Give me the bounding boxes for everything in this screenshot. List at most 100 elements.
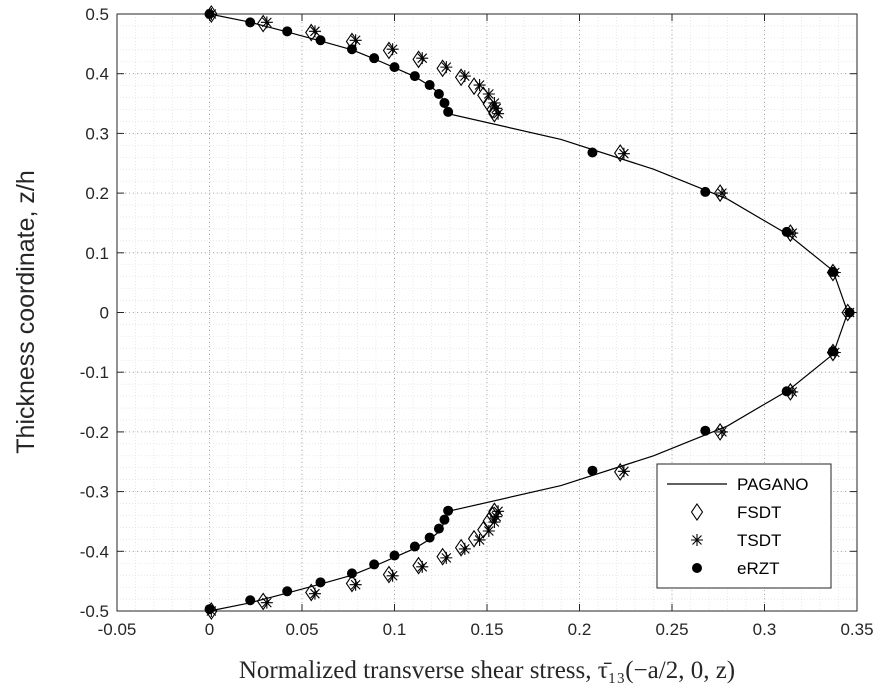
series-point-erzt <box>700 186 711 197</box>
series-point-tsdt <box>482 87 495 100</box>
series-point-tsdt <box>416 560 429 573</box>
series-point-erzt <box>315 577 326 588</box>
series-point-tsdt <box>260 596 273 609</box>
series-point-tsdt <box>473 533 486 546</box>
series-point-tsdt <box>440 551 453 564</box>
y-axis-label: Thickness coordinate, z/h <box>12 170 40 453</box>
legend-label-tsdt: TSDT <box>737 531 781 550</box>
series-point-tsdt <box>488 516 501 529</box>
x-tick-label: 0.1 <box>383 620 407 639</box>
x-tick-label: 0.25 <box>655 620 688 639</box>
y-tick-label: -0.3 <box>80 483 109 502</box>
series-point-tsdt <box>308 587 321 600</box>
series-point-tsdt <box>492 107 505 120</box>
series-point-tsdt <box>260 16 273 29</box>
series-point-tsdt <box>786 385 799 398</box>
series-point-erzt <box>587 465 598 476</box>
series-point-tsdt <box>473 79 486 92</box>
legend-label-fsdt: FSDT <box>737 503 781 522</box>
y-tick-label: -0.1 <box>80 363 109 382</box>
series-point-erzt <box>439 97 450 108</box>
series-point-erzt <box>245 595 256 606</box>
x-tick-label: -0.05 <box>98 620 137 639</box>
y-tick-label: 0.2 <box>85 184 109 203</box>
series-point-erzt <box>204 604 215 615</box>
y-tick-label: 0.4 <box>85 65 109 84</box>
y-tick-label: 0 <box>100 304 109 323</box>
series-point-tsdt <box>488 96 501 109</box>
series-point-tsdt <box>715 187 728 200</box>
series-point-erzt <box>433 523 444 534</box>
legend-label-erzt: eRZT <box>737 559 780 578</box>
y-tick-label: -0.2 <box>80 423 109 442</box>
series-point-erzt <box>424 532 435 543</box>
series-point-tsdt <box>715 425 728 438</box>
series-point-erzt <box>204 9 215 19</box>
x-tick-label: 0 <box>205 620 214 639</box>
series-point-tsdt <box>482 525 495 538</box>
legend-marker-tsdt <box>691 534 703 546</box>
x-tick-label: 0.05 <box>285 620 318 639</box>
series-point-tsdt <box>786 227 799 240</box>
series-point-erzt <box>844 307 855 318</box>
y-tick-label: -0.4 <box>80 542 109 561</box>
legend-label-pagano: PAGANO <box>737 475 808 494</box>
series-point-erzt <box>409 541 420 552</box>
series-point-erzt <box>781 386 792 397</box>
series-point-fsdt <box>713 184 727 203</box>
series-point-erzt <box>409 71 420 82</box>
series-point-fsdt <box>713 422 727 441</box>
x-tick-label: 0.2 <box>568 620 592 639</box>
series-point-erzt <box>587 147 598 158</box>
series-point-erzt <box>389 62 400 73</box>
series-point-tsdt <box>490 102 503 115</box>
axis-ticks: -0.05 0 0.05 0.1 0.15 0.2 0.25 0.3 0.35 -0.5 -0.4 -… <box>80 5 874 639</box>
x-tick-label: 0.15 <box>470 620 503 639</box>
series-point-tsdt <box>458 542 471 555</box>
series-point-erzt <box>439 514 450 525</box>
legend-box <box>656 463 832 589</box>
series-point-erzt <box>346 568 357 579</box>
series-point-tsdt <box>386 569 399 582</box>
series-point-tsdt <box>617 465 630 478</box>
legend: PAGANO FSDT TSDT eRZT <box>656 463 832 589</box>
series-point-fsdt <box>467 529 481 548</box>
legend-marker-erzt <box>692 563 702 573</box>
series-point-erzt <box>245 17 256 28</box>
legend-marker-fsdt <box>690 503 704 521</box>
series-point-tsdt <box>490 510 503 523</box>
x-axis-label: Normalized transverse shear stress, τ̄₁₃… <box>239 657 735 684</box>
y-tick-label: -0.5 <box>80 602 109 621</box>
series-point-tsdt <box>458 70 471 83</box>
series-point-tsdt <box>349 34 362 47</box>
series-point-erzt <box>433 88 444 99</box>
series-point-tsdt <box>308 25 321 38</box>
series-point-tsdt <box>416 52 429 65</box>
series-point-erzt <box>282 586 293 597</box>
series-point-erzt <box>389 550 400 561</box>
y-tick-label: 0.1 <box>85 244 109 263</box>
x-tick-label: 0.35 <box>840 620 873 639</box>
series-point-erzt <box>443 505 454 516</box>
series-point-erzt <box>282 26 293 37</box>
series-point-erzt <box>315 35 326 46</box>
series-marks <box>204 5 856 620</box>
series-point-erzt <box>827 266 838 277</box>
series-point-fsdt <box>477 520 490 539</box>
x-tick-label: 0.3 <box>753 620 777 639</box>
y-tick-label: 0.5 <box>85 5 109 24</box>
series-point-erzt <box>346 44 357 55</box>
series-point-erzt <box>369 53 380 64</box>
y-tick-label: 0.3 <box>85 124 109 143</box>
series-point-erzt <box>781 226 792 237</box>
series-point-tsdt <box>492 505 505 518</box>
series-point-erzt <box>827 346 838 357</box>
series-point-tsdt <box>440 61 453 74</box>
series-point-erzt <box>443 106 454 117</box>
series-point-erzt <box>424 80 435 91</box>
series-point-erzt <box>700 425 711 436</box>
series-point-tsdt <box>617 147 630 160</box>
series-point-tsdt <box>386 43 399 56</box>
series-point-erzt <box>369 559 380 570</box>
